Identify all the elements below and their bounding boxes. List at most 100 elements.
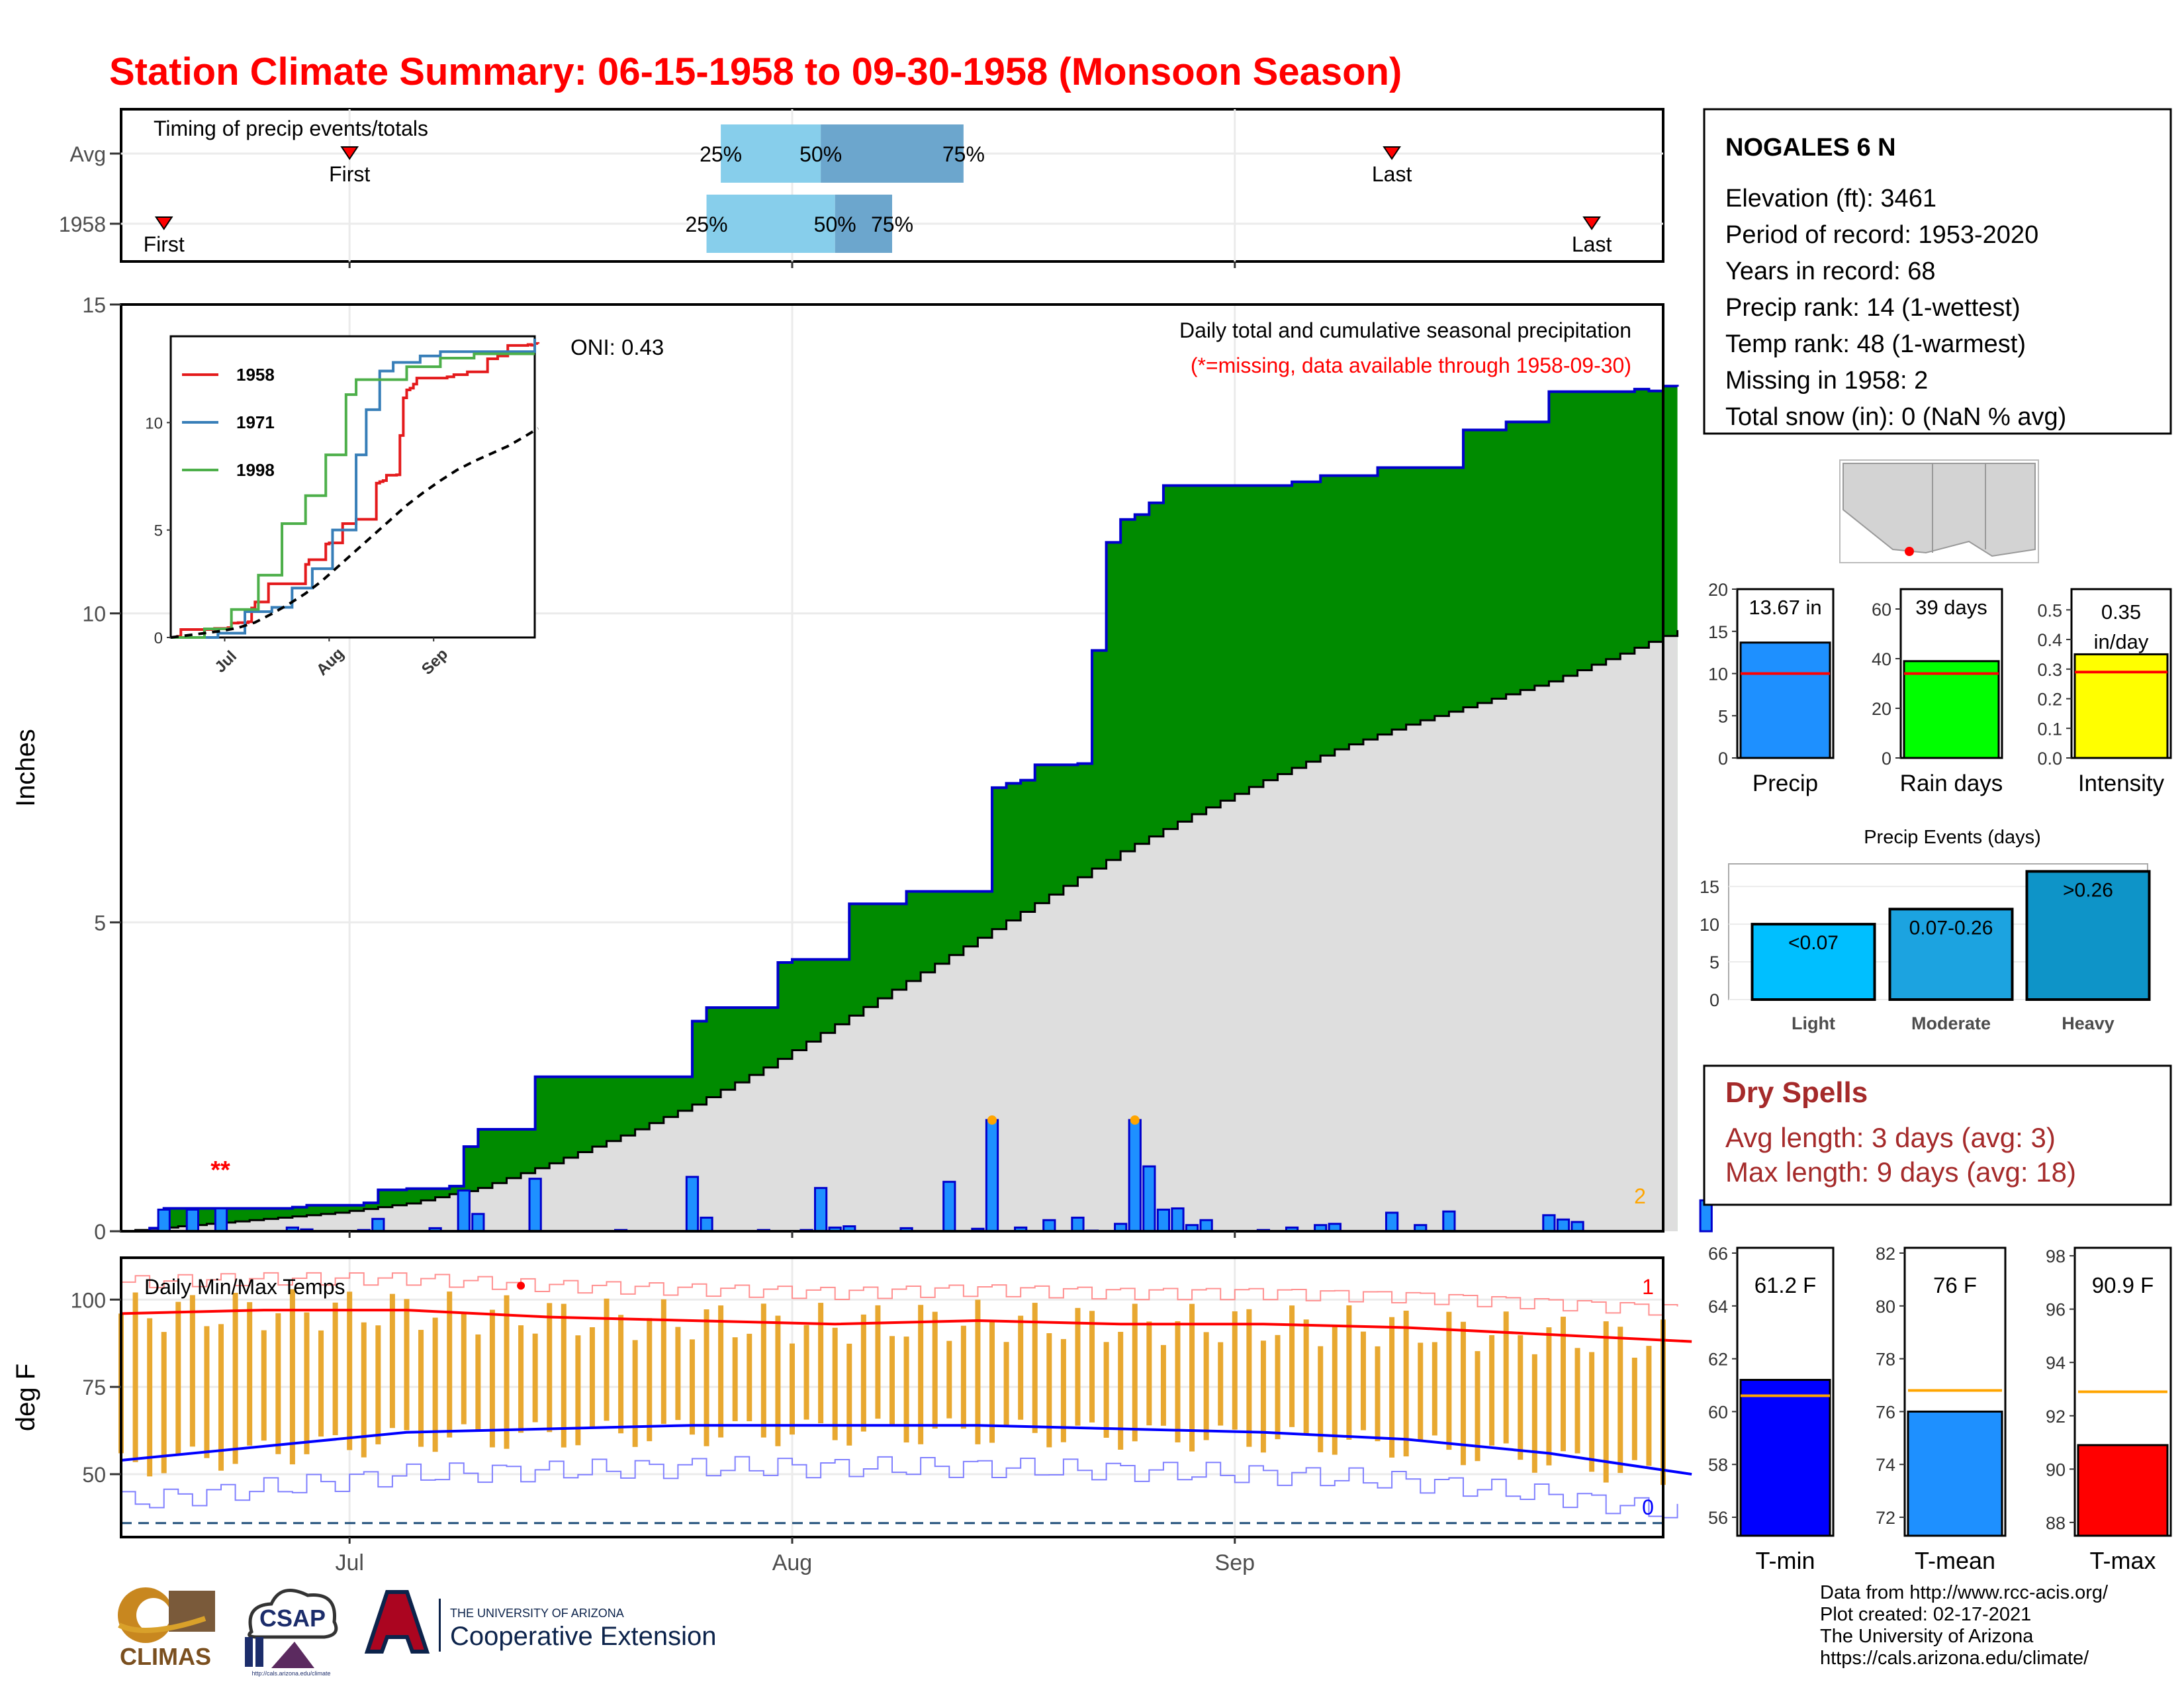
q50-label: 50%: [799, 142, 842, 166]
events-title: Precip Events (days): [1864, 827, 2041, 848]
quartile-25-50-bar: [706, 195, 835, 253]
event-category-label: Moderate: [1911, 1013, 1991, 1033]
daily-temp-range-bar: [632, 1340, 638, 1447]
event-bar: [1888, 908, 2014, 1002]
daily-precip-bar: [1156, 1208, 1171, 1233]
inset-series-line: [171, 352, 535, 639]
temp-bar-y-tick: 82: [1876, 1244, 1895, 1264]
daily-temp-range-bar: [946, 1340, 952, 1419]
stat-y-tick: 0.4: [2037, 630, 2062, 650]
dry-max-length: Max length: 9 days (avg: 18): [1725, 1156, 2076, 1188]
events-y-tick: 15: [1700, 877, 1719, 897]
record-marker: [517, 1282, 525, 1290]
credit-line: Data from http://www.rcc-acis.org/: [1820, 1582, 2109, 1603]
daily-temp-range-bar: [1032, 1303, 1038, 1433]
daily-temp-range-bar: [1446, 1311, 1452, 1450]
temp-frame: [120, 1256, 1664, 1538]
daily-temp-range-bar: [147, 1318, 153, 1477]
stat-value-label: 13.67 in: [1749, 596, 1821, 619]
stat-y-tick: 20: [1872, 699, 1891, 719]
daily-temp-range-bar: [789, 1343, 795, 1435]
y-tick-label: 50: [82, 1463, 106, 1487]
cumulative-1958-line: [121, 385, 1679, 1233]
svg-text:CLIMAS: CLIMAS: [120, 1643, 211, 1670]
daily-temp-range-bar: [1589, 1352, 1595, 1472]
inset-average-line: [170, 427, 539, 639]
daily-precip-bar: [1385, 1211, 1399, 1233]
y-tick-label: 10: [82, 602, 106, 626]
daily-precip-bar: [371, 1217, 385, 1233]
average-cumulative-area-overlay: [121, 630, 1678, 1231]
temp-bar-y-tick: 78: [1876, 1350, 1895, 1370]
dry-frame: [1703, 1064, 2172, 1206]
y-tick-label: 0: [94, 1220, 106, 1244]
temp-bar-y-tick: 58: [1708, 1455, 1728, 1475]
first-label: First: [144, 232, 185, 256]
temp-title: Daily Min/Max Temps: [144, 1275, 345, 1299]
daily-temp-range-bar: [1389, 1317, 1395, 1458]
temp-bar-y-tick: 66: [1708, 1244, 1728, 1264]
event-range-label: <0.07: [1788, 932, 1839, 954]
daily-temp-range-bar: [389, 1293, 395, 1429]
inset-frame: [169, 335, 536, 639]
stat-value-label: 39 days: [1915, 596, 1987, 619]
last-event-marker: [1582, 216, 1601, 230]
daily-temp-range-bar: [875, 1305, 881, 1419]
daily-temp-range-bar: [1203, 1332, 1209, 1440]
daily-temp-range-bar: [1332, 1326, 1338, 1455]
temp-bar-y-tick: 72: [1876, 1508, 1895, 1528]
daily-temp-range-bar: [1518, 1335, 1524, 1460]
first-event-marker: [340, 146, 359, 160]
temp-bar: [2077, 1444, 2169, 1537]
daily-temp-range-bar: [689, 1339, 695, 1435]
station-detail: Years in record: 68: [1725, 258, 1936, 285]
dry-spells-box: Dry Spells Avg length: 3 days (avg: 3)Max…: [1703, 1064, 2172, 1206]
temp-bar-y-tick: 76: [1876, 1402, 1895, 1422]
daily-precip-bar: [1556, 1218, 1570, 1233]
stat-y-tick: 0.1: [2037, 719, 2062, 739]
daily-precip-bar: [700, 1216, 713, 1233]
daily-temp-range-bar: [660, 1299, 666, 1425]
daily-temp-range-bar: [1418, 1342, 1424, 1442]
daily-temp-range-bar: [332, 1302, 338, 1436]
temp-bar-y-tick: 74: [1876, 1455, 1895, 1475]
daily-temp-range-bar: [1260, 1340, 1266, 1453]
extreme-marker: [1130, 1115, 1140, 1125]
daily-temp-range-bar: [1432, 1342, 1437, 1436]
credit-line: https://cals.arizona.edu/climate/: [1820, 1648, 2089, 1669]
temp-bar-y-tick: 60: [1708, 1402, 1728, 1422]
quartile-25-50-bar: [721, 124, 821, 183]
daily-temp-range-bar: [1603, 1321, 1609, 1483]
daily-temp-range-bar: [489, 1309, 495, 1448]
credit-line: The University of Arizona: [1820, 1626, 2034, 1647]
daily-temp-range-bar: [261, 1330, 267, 1441]
daily-precip-bar: [1042, 1219, 1056, 1233]
timing-heading: Timing of precip events/totals: [154, 117, 428, 140]
daily-temp-range-bar: [960, 1325, 966, 1429]
q25-label: 25%: [700, 142, 742, 166]
logos: CLIMAS CSAP http://cals.arizona.edu/clim…: [106, 1579, 768, 1678]
daily-precip-bar: [1442, 1210, 1456, 1233]
temp-bars: 56 58 60 62 64 66 61.2 F T-min 72 74 76 78 80 82 76 F T…: [1708, 1244, 2172, 1574]
daily-temp-range-bar: [1303, 1319, 1309, 1435]
temp-bar-y-tick: 90: [2046, 1460, 2066, 1479]
last-label: Last: [1372, 162, 1412, 186]
daily-temp-range-bar: [1546, 1327, 1552, 1466]
precip-events-chart: Precip Events (days) 0 5 10 15 <0.07 Light 0.07…: [1700, 827, 2151, 1033]
daily-temp-range-bar: [1574, 1348, 1580, 1454]
precip-panel: ** 2 ONI: 0.43 Daily total and cumulative s…: [11, 293, 1713, 1244]
y-tick-label: 75: [82, 1376, 106, 1399]
station-detail: Total snow (in): 0 (NaN % avg): [1725, 403, 2066, 431]
daily-precip-bar: [1128, 1119, 1142, 1233]
q75-label: 75%: [871, 212, 913, 236]
oni-label: ONI: 0.43: [570, 335, 664, 359]
stat-bar: [1739, 641, 1831, 759]
temp-axis-label: T-max: [2089, 1547, 2156, 1574]
stat-y-tick: 0.0: [2037, 749, 2062, 769]
record-min-line: [121, 1456, 1678, 1519]
stat-y-tick: 40: [1872, 649, 1891, 669]
daily-temp-range-bar: [803, 1325, 809, 1420]
ua-logo: THE UNIVERSITY OF ARIZONA Cooperative Ex…: [364, 1590, 716, 1654]
